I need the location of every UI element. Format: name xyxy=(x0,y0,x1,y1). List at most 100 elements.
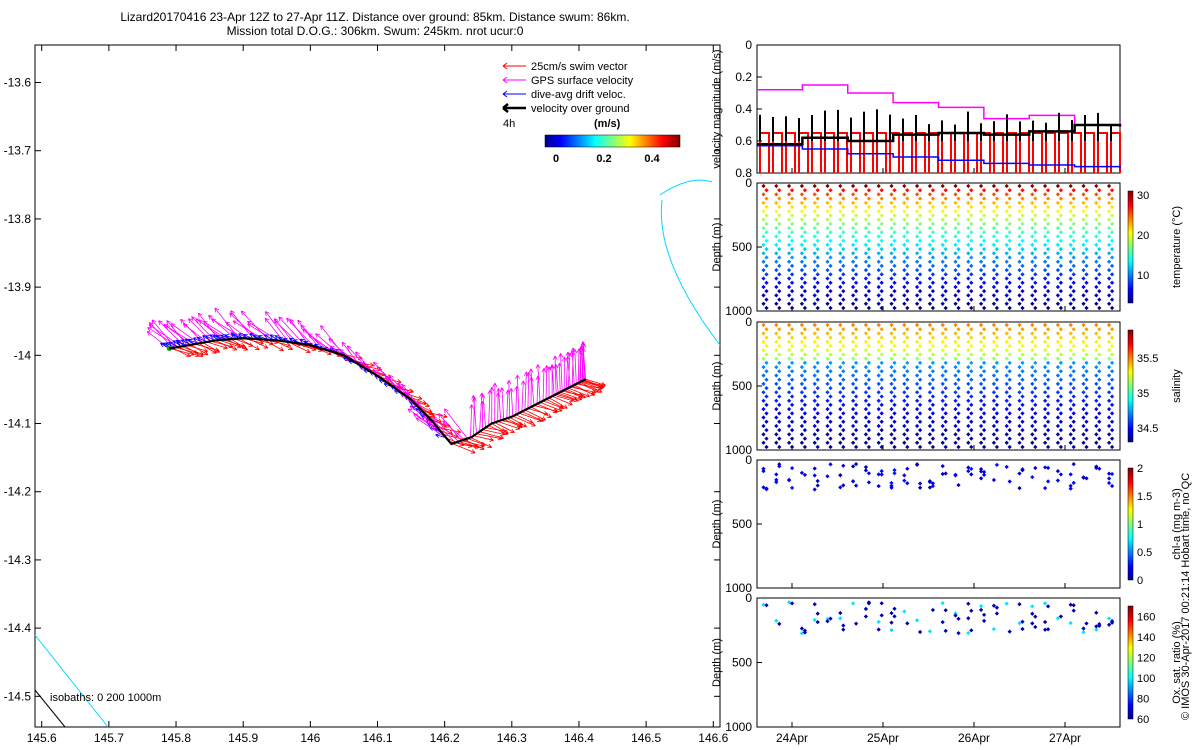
panel-ytick-label: 1000 xyxy=(725,720,752,734)
profile-point xyxy=(905,444,910,450)
profile-point xyxy=(1058,385,1064,391)
profile-point xyxy=(853,369,859,374)
profile-point xyxy=(1106,339,1112,344)
profile-point xyxy=(1017,339,1022,344)
profile-point xyxy=(966,242,971,248)
profile-point xyxy=(1042,381,1048,387)
profile-point xyxy=(1058,297,1064,302)
profile-point xyxy=(966,398,971,403)
profile-point xyxy=(1020,377,1025,382)
profile-point xyxy=(978,466,984,472)
profile-point xyxy=(953,613,958,618)
profile-point xyxy=(789,263,795,269)
profile-point xyxy=(1004,192,1009,197)
profile-point xyxy=(761,225,766,231)
profile-point xyxy=(1109,221,1115,226)
profile-point xyxy=(812,331,817,336)
profile-point xyxy=(841,188,846,193)
profile-point xyxy=(969,213,974,218)
profile-point xyxy=(1094,440,1099,445)
profile-point xyxy=(1058,305,1064,311)
track-line xyxy=(169,337,587,446)
colorbar-tick-label: 160 xyxy=(1137,611,1155,623)
profile-point xyxy=(1045,411,1051,416)
profile-point xyxy=(1081,398,1086,403)
profile-point xyxy=(1045,255,1051,260)
profile-point xyxy=(1004,234,1009,239)
profile-point xyxy=(1033,305,1038,311)
gps-vector xyxy=(158,320,185,347)
profile-point xyxy=(841,623,846,628)
profile-point xyxy=(1042,251,1048,256)
profile-point xyxy=(1017,242,1022,248)
profile-point xyxy=(902,381,907,387)
profile-point xyxy=(1020,467,1025,472)
profile-point xyxy=(850,464,856,469)
profile-point xyxy=(828,462,833,467)
profile-point xyxy=(786,356,792,361)
profile-point xyxy=(866,272,872,277)
gps-vector xyxy=(278,316,304,345)
profile-point xyxy=(838,381,843,387)
profile-point xyxy=(825,183,830,189)
profile-point xyxy=(956,255,961,260)
gps-vector xyxy=(487,389,493,426)
map-ytick-label: -13.6 xyxy=(4,76,32,90)
profile-point xyxy=(1017,415,1022,420)
profile-point xyxy=(927,479,933,485)
panel-ytick-label: 0 xyxy=(745,591,752,605)
gps-vector xyxy=(526,372,532,409)
profile-point xyxy=(902,390,907,395)
swim-vector xyxy=(574,384,595,396)
profile-point xyxy=(850,268,856,273)
profile-point xyxy=(850,251,856,256)
profile-point xyxy=(1058,411,1064,416)
profile-point xyxy=(953,284,958,290)
profile-point xyxy=(994,188,1000,193)
profile-point xyxy=(927,234,933,239)
profile-point xyxy=(969,352,974,357)
profile-point xyxy=(1058,335,1064,340)
profile-point xyxy=(825,398,830,403)
profile-point xyxy=(1004,398,1009,403)
profile-point xyxy=(1109,483,1115,489)
profile-point xyxy=(930,196,936,201)
profile-point xyxy=(991,440,997,445)
profile-point xyxy=(1033,230,1038,235)
profile-point xyxy=(1071,360,1076,365)
profile-point xyxy=(940,284,945,290)
profile-point xyxy=(850,200,856,205)
profile-point xyxy=(953,331,958,336)
profile-point xyxy=(825,242,830,248)
swim-vector xyxy=(515,414,534,424)
profile-point xyxy=(850,440,856,445)
profile-point xyxy=(917,289,923,294)
panel-frame xyxy=(756,182,1121,312)
swim-vector xyxy=(273,339,293,350)
gps-vector xyxy=(341,341,360,365)
profile-point xyxy=(866,188,872,193)
profile-point xyxy=(1017,322,1022,328)
profile-point xyxy=(853,402,859,408)
profile-point xyxy=(761,466,766,471)
profile-point xyxy=(866,327,872,332)
profile-point xyxy=(1033,377,1038,382)
profile-point xyxy=(1084,419,1089,424)
profile-point xyxy=(905,369,910,374)
profile-point xyxy=(774,477,779,482)
profile-point xyxy=(1106,480,1112,486)
profile-point xyxy=(1017,602,1022,607)
profile-point xyxy=(1033,238,1038,243)
map-panel: 145.6 145.7 145.8 145.9 146 146.1 146.2 146.3 14… xyxy=(4,44,729,745)
profile-point xyxy=(953,373,958,378)
profile-point xyxy=(802,444,808,450)
profile-point xyxy=(764,238,769,243)
profile-point xyxy=(802,436,808,441)
profile-point xyxy=(838,473,843,478)
profile-point xyxy=(764,196,769,201)
profile-point xyxy=(1017,217,1022,222)
profile-point xyxy=(1106,440,1112,445)
profile-point xyxy=(902,398,907,403)
